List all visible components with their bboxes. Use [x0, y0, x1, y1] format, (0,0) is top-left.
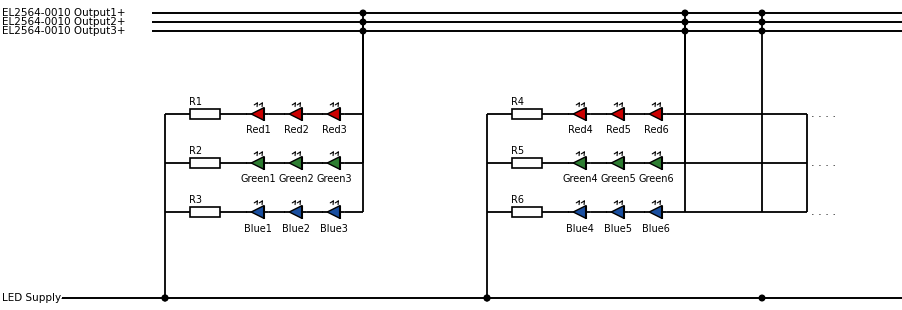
Text: Green5: Green5	[600, 175, 635, 184]
Circle shape	[483, 295, 489, 301]
Circle shape	[759, 295, 764, 301]
Polygon shape	[327, 206, 340, 219]
Polygon shape	[573, 206, 585, 219]
Polygon shape	[251, 157, 264, 170]
Circle shape	[360, 19, 365, 25]
Circle shape	[162, 295, 168, 301]
Circle shape	[360, 10, 365, 16]
Circle shape	[162, 295, 168, 301]
Polygon shape	[327, 108, 340, 121]
Bar	[511, 158, 541, 168]
Polygon shape	[289, 206, 302, 219]
Polygon shape	[611, 157, 623, 170]
Text: Green1: Green1	[240, 175, 275, 184]
Bar	[511, 109, 541, 119]
Text: Red2: Red2	[283, 126, 308, 135]
Text: Blue6: Blue6	[641, 224, 669, 233]
Text: Red5: Red5	[605, 126, 630, 135]
Polygon shape	[649, 206, 661, 219]
Text: EL2564-0010 Output2+: EL2564-0010 Output2+	[2, 17, 125, 27]
Polygon shape	[649, 108, 661, 121]
Circle shape	[483, 295, 489, 301]
Polygon shape	[289, 157, 302, 170]
Text: Red6: Red6	[643, 126, 667, 135]
Polygon shape	[611, 108, 623, 121]
Circle shape	[759, 19, 764, 25]
Text: Blue3: Blue3	[319, 224, 347, 233]
Text: R2: R2	[189, 146, 202, 156]
Circle shape	[681, 28, 687, 34]
Text: Red1: Red1	[245, 126, 270, 135]
Text: . . . .: . . . .	[810, 207, 835, 217]
Text: Red3: Red3	[321, 126, 346, 135]
Text: Green4: Green4	[562, 175, 597, 184]
Polygon shape	[251, 108, 264, 121]
Bar	[189, 207, 220, 217]
Text: . . . .: . . . .	[810, 109, 835, 119]
Polygon shape	[327, 157, 340, 170]
Text: EL2564-0010 Output1+: EL2564-0010 Output1+	[2, 8, 125, 18]
Polygon shape	[649, 157, 661, 170]
Text: Green6: Green6	[638, 175, 673, 184]
Polygon shape	[573, 157, 585, 170]
Text: R3: R3	[189, 195, 202, 205]
Polygon shape	[573, 108, 585, 121]
Text: LED Supply-: LED Supply-	[2, 293, 65, 303]
Bar	[189, 109, 220, 119]
Text: Blue1: Blue1	[244, 224, 272, 233]
Text: R4: R4	[511, 97, 523, 107]
Text: Red4: Red4	[567, 126, 592, 135]
Text: R1: R1	[189, 97, 202, 107]
Text: Green2: Green2	[278, 175, 314, 184]
Circle shape	[759, 10, 764, 16]
Text: R6: R6	[511, 195, 523, 205]
Circle shape	[681, 10, 687, 16]
Polygon shape	[251, 206, 264, 219]
Polygon shape	[289, 108, 302, 121]
Text: R5: R5	[511, 146, 523, 156]
Bar	[511, 207, 541, 217]
Circle shape	[360, 28, 365, 34]
Text: Blue5: Blue5	[603, 224, 631, 233]
Text: Blue4: Blue4	[566, 224, 594, 233]
Text: EL2564-0010 Output3+: EL2564-0010 Output3+	[2, 26, 125, 36]
Polygon shape	[611, 206, 623, 219]
Bar	[189, 158, 220, 168]
Circle shape	[681, 19, 687, 25]
Circle shape	[759, 28, 764, 34]
Text: Green3: Green3	[316, 175, 352, 184]
Text: . . . .: . . . .	[810, 158, 835, 168]
Text: Blue2: Blue2	[281, 224, 309, 233]
